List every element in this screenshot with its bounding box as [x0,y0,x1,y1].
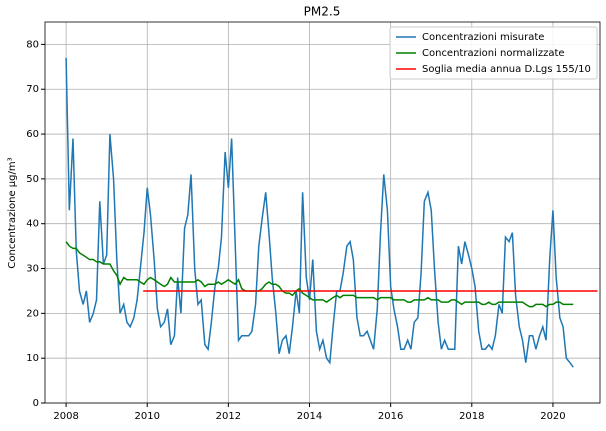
legend-label: Concentrazioni misurate [422,32,544,43]
y-tick-label: 70 [26,84,39,95]
x-tick-label: 2012 [216,411,241,422]
x-tick-label: 2020 [540,411,565,422]
legend-label: Concentrazioni normalizzate [422,48,565,59]
legend: Concentrazioni misurate Concentrazioni no… [389,26,598,80]
y-tick-label: 50 [26,174,39,185]
x-tick-label: 2010 [135,411,160,422]
y-tick-label: 40 [26,219,39,230]
y-tick-label: 60 [26,129,39,140]
plot-frame [44,21,601,404]
chart-title: PM2.5 [304,5,341,19]
legend-label: Soglia media annua D.Lgs 155/10 [422,64,591,75]
y-tick-label: 30 [26,264,39,275]
y-tick-label: 0 [33,398,39,409]
y-tick-label: 80 [26,39,39,50]
y-tick-label: 10 [26,353,39,364]
y-tick-label: 20 [26,308,39,319]
series-line [65,57,574,368]
x-tick-label: 2008 [53,411,78,422]
series-line [65,241,574,308]
x-tick-label: 2016 [378,411,403,422]
x-tick-label: 2018 [459,411,484,422]
y-axis-label: Concentrazione µg/m³ [7,157,18,268]
x-tick-label: 2014 [297,411,322,422]
legend-box [389,26,598,80]
